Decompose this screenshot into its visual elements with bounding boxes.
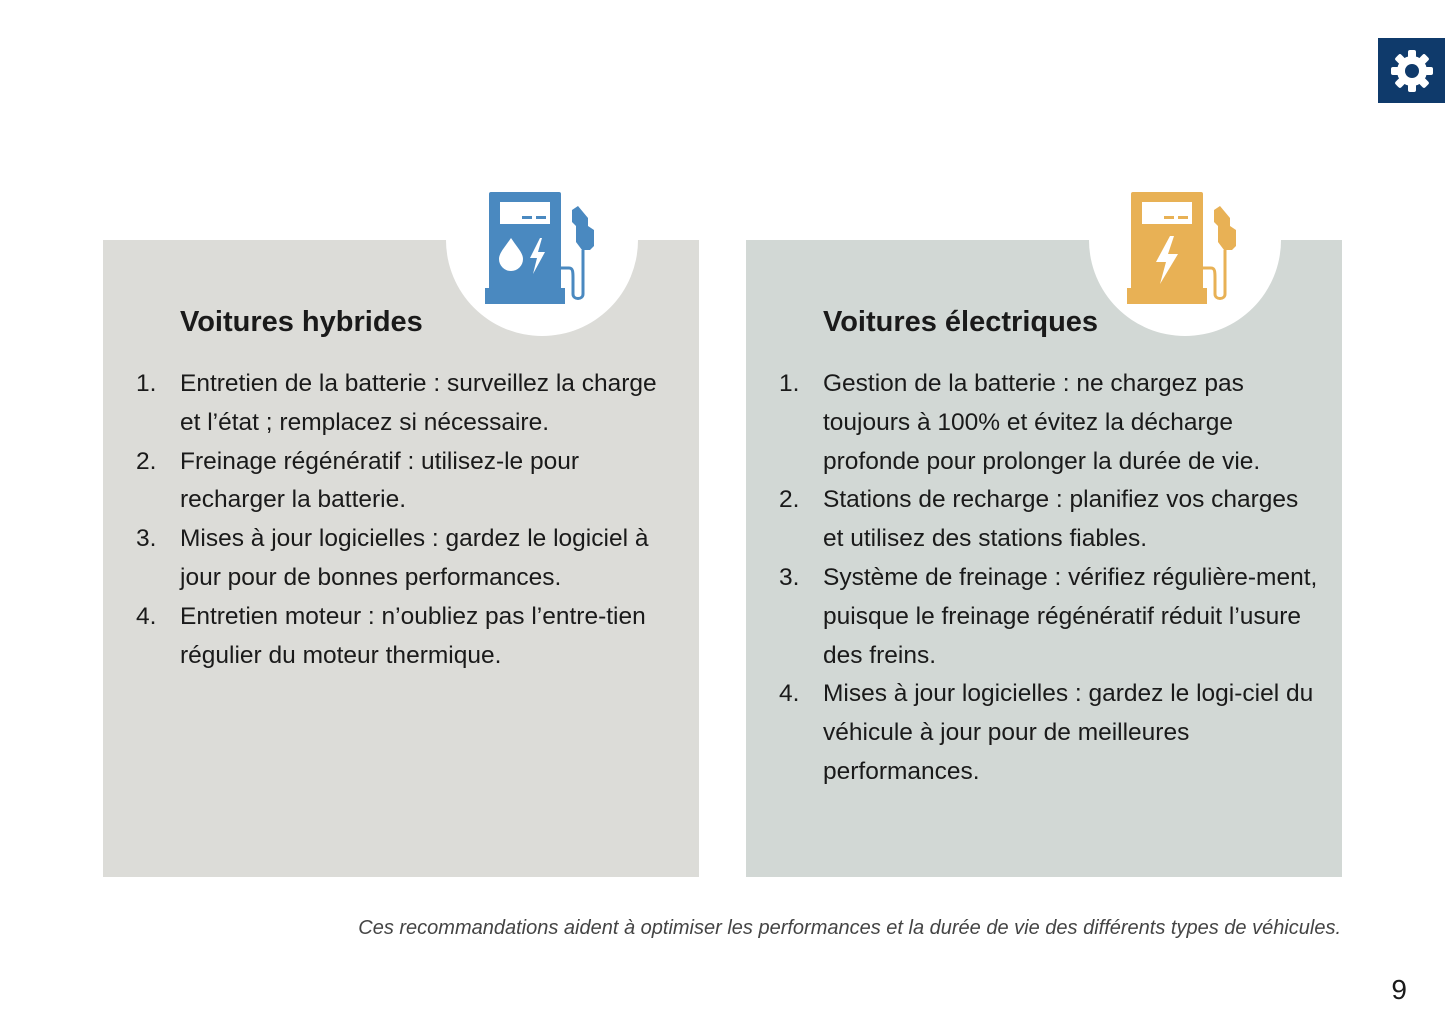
electric-list: 1. Gestion de la batterie : ne chargez pa… <box>779 365 1319 792</box>
electric-card: Voitures électriques 1. Gestion de la bat… <box>746 240 1342 877</box>
list-item: 1. Entretien de la batterie : surveillez … <box>136 370 657 436</box>
list-item: 2. Stations de recharge : planifiez vos c… <box>779 486 1299 553</box>
gear-icon <box>1390 49 1433 92</box>
settings-button[interactable] <box>1378 38 1445 103</box>
hybrid-list: 1. Entretien de la batterie : surveillez … <box>136 365 676 675</box>
list-item: 1. Gestion de la batterie : ne chargez pa… <box>779 370 1261 475</box>
list-item: 4. Entretien moteur : n’oubliez pas l’ent… <box>136 602 646 669</box>
charging-station-bolt-icon <box>1127 192 1236 304</box>
footer-note: Ces recommandations aident à optimiser l… <box>358 917 1341 939</box>
list-item: 2. Freinage régénératif : utilisez-le pou… <box>136 447 580 514</box>
fuel-pump-drop-bolt-icon <box>485 192 594 304</box>
hybrid-card: Voitures hybrides 1. Entretien de la batt… <box>103 240 699 877</box>
electric-title: Voitures électriques <box>823 306 1099 338</box>
page-number: 9 <box>1391 974 1407 1005</box>
list-item: 4. Mises à jour logicielles : gardez le l… <box>779 680 1314 785</box>
list-item: 3. Mises à jour logicielles : gardez le l… <box>136 525 649 591</box>
list-item: 3. Système de freinage : vérifiez réguliè… <box>779 563 1318 669</box>
hybrid-title: Voitures hybrides <box>180 306 423 338</box>
